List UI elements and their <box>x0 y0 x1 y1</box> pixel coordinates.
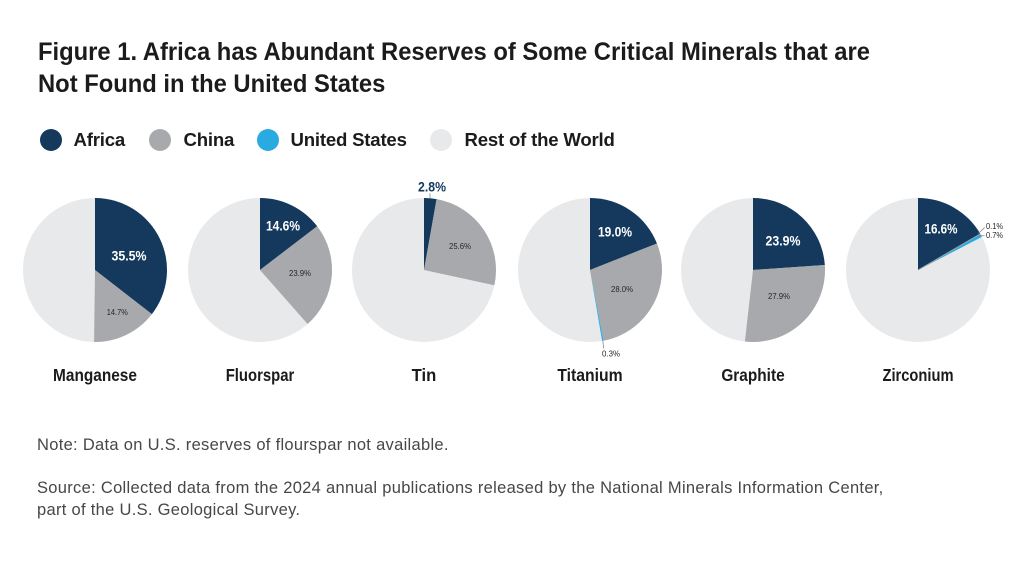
svg-text:25.6%: 25.6% <box>449 241 471 251</box>
svg-text:14.7%: 14.7% <box>107 307 128 317</box>
svg-text:0.1%: 0.1% <box>986 221 1003 231</box>
svg-text:35.5%: 35.5% <box>112 249 147 264</box>
svg-text:23.9%: 23.9% <box>766 234 801 249</box>
svg-text:28.0%: 28.0% <box>611 284 633 294</box>
svg-text:27.9%: 27.9% <box>768 291 790 301</box>
svg-text:0.7%: 0.7% <box>986 230 1003 240</box>
svg-text:16.6%: 16.6% <box>925 222 958 237</box>
svg-text:23.9%: 23.9% <box>289 268 311 278</box>
svg-text:2.8%: 2.8% <box>418 180 446 195</box>
svg-text:19.0%: 19.0% <box>598 225 632 240</box>
svg-text:14.6%: 14.6% <box>266 219 300 234</box>
svg-text:0.3%: 0.3% <box>602 349 620 359</box>
